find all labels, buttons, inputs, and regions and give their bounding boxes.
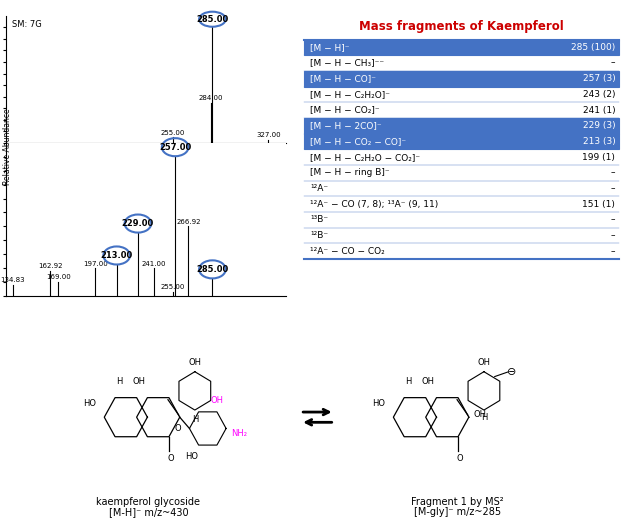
Text: H: H [405,377,412,386]
Text: 199 (1): 199 (1) [582,153,615,162]
Text: HO: HO [84,399,97,408]
Bar [304,39,619,55]
Text: SM: 7G: SM: 7G [12,19,41,28]
Text: O: O [175,424,181,433]
Text: [M − H − CO₂ − CO]⁻: [M − H − CO₂ − CO]⁻ [310,137,406,146]
Text: [M-H]⁻ m/z~430: [M-H]⁻ m/z~430 [109,507,188,517]
Text: –: – [611,59,615,68]
Bar [304,134,619,149]
Text: OH: OH [477,358,490,366]
Text: [M − H − CO₂]⁻: [M − H − CO₂]⁻ [310,106,380,114]
Text: 243 (2): 243 (2) [583,90,615,99]
Text: 229 (3): 229 (3) [583,121,615,130]
Text: –: – [611,184,615,193]
Text: [M − H − CH₃]⁻⁻: [M − H − CH₃]⁻⁻ [310,59,384,68]
Text: OH: OH [188,358,202,366]
Text: –: – [611,247,615,256]
Text: [M − H − ring B]⁻: [M − H − ring B]⁻ [310,169,390,177]
Text: 162.92: 162.92 [38,264,62,269]
Bar [304,118,619,134]
Text: ¹²A⁻ − CO (7, 8); ¹³A⁻ (9, 11): ¹²A⁻ − CO (7, 8); ¹³A⁻ (9, 11) [310,200,438,209]
Text: –: – [611,215,615,224]
Text: 266.92: 266.92 [176,219,200,225]
Text: Relative Abundance: Relative Abundance [3,109,12,185]
Text: 151 (1): 151 (1) [582,200,615,209]
Text: [M − H − 2CO]⁻: [M − H − 2CO]⁻ [310,121,382,130]
Text: ¹²A⁻: ¹²A⁻ [310,184,328,193]
Text: 255.00: 255.00 [160,284,185,290]
Text: 197.00: 197.00 [83,260,108,267]
Text: [M − H − CO]⁻: [M − H − CO]⁻ [310,74,376,83]
Text: OH: OH [474,410,487,418]
Text: [M − H − C₂H₂O − CO₂]⁻: [M − H − C₂H₂O − CO₂]⁻ [310,153,420,162]
Text: 285 (100): 285 (100) [571,43,615,52]
Text: –: – [611,169,615,177]
Text: 285.00: 285.00 [197,15,229,24]
Text: ⊖: ⊖ [507,367,517,377]
Text: 327.00: 327.00 [256,132,281,139]
Text: 241.00: 241.00 [142,260,166,267]
Text: [M − H]⁻: [M − H]⁻ [310,43,350,52]
Text: 229.00: 229.00 [122,219,154,228]
Text: 284.00: 284.00 [199,96,224,101]
Text: [M-gly]⁻ m/z~285: [M-gly]⁻ m/z~285 [413,507,501,517]
Text: [M − H − C₂H₂O]⁻: [M − H − C₂H₂O]⁻ [310,90,390,99]
Text: ¹³B⁻: ¹³B⁻ [310,215,328,224]
Text: 213.00: 213.00 [100,251,133,260]
Text: HO: HO [186,452,198,461]
Text: Fragment 1 by MS²: Fragment 1 by MS² [411,498,504,508]
Text: OH: OH [211,396,224,405]
Text: ¹²B⁻: ¹²B⁻ [310,231,328,240]
Text: 285.00: 285.00 [197,265,229,274]
Bar [304,71,619,87]
Text: OH: OH [421,377,435,386]
Text: 213 (3): 213 (3) [583,137,615,146]
Text: OH: OH [133,377,145,386]
Text: Mass fragments of Kaempferol: Mass fragments of Kaempferol [359,20,563,33]
Text: H: H [192,415,198,424]
Text: H: H [481,413,487,422]
Text: HO: HO [372,399,386,408]
Text: 257 (3): 257 (3) [583,74,615,83]
Text: ¹²A⁻ − CO − CO₂: ¹²A⁻ − CO − CO₂ [310,247,385,256]
Text: 241 (1): 241 (1) [583,106,615,114]
Text: O: O [168,454,174,463]
Text: 255.00: 255.00 [160,130,185,136]
Text: 257.00: 257.00 [159,143,192,152]
Text: O: O [457,454,463,463]
Text: kaempferol glycoside: kaempferol glycoside [96,498,200,508]
Text: 134.83: 134.83 [1,277,25,284]
Text: –: – [611,231,615,240]
Text: H: H [116,377,122,386]
Text: 169.00: 169.00 [46,275,70,280]
Text: NH₂: NH₂ [231,429,247,438]
